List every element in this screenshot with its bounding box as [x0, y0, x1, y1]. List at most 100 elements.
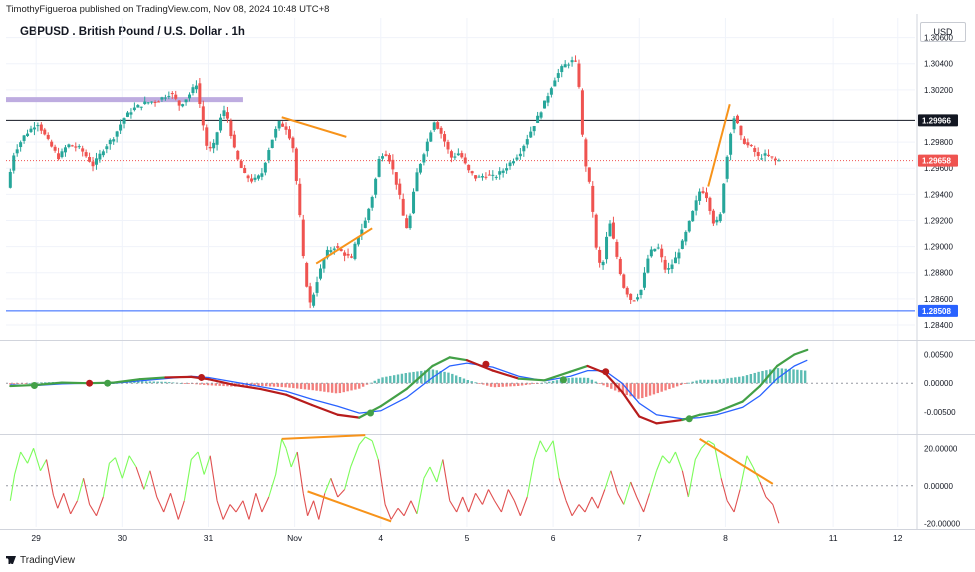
- macd-line-segment: [431, 356, 451, 368]
- macd-line-segment: [379, 387, 408, 408]
- osc-line-segment: [114, 457, 123, 479]
- macd-histogram-bar: [451, 373, 454, 384]
- candle-body: [201, 106, 205, 126]
- macd-histogram-bar: [796, 369, 799, 384]
- osc-line-segment: [128, 455, 137, 468]
- macd-cross-marker: [198, 373, 206, 381]
- macd-histogram-bar: [137, 381, 140, 384]
- osc-line-segment: [20, 451, 29, 464]
- osc-line-segment: [416, 478, 425, 514]
- candle-body: [425, 141, 429, 152]
- osc-line-segment: [324, 478, 332, 494]
- macd-histogram-bar: [164, 381, 167, 384]
- candle-body: [312, 294, 316, 306]
- osc-line-segment: [143, 470, 151, 490]
- macd-histogram-bar: [734, 377, 737, 384]
- osc-line-segment: [442, 459, 451, 501]
- candle-body: [443, 134, 447, 142]
- macd-cross-marker: [30, 381, 38, 389]
- candle-body: [698, 191, 702, 201]
- candle-body: [101, 151, 105, 156]
- candle-body: [549, 88, 553, 95]
- macd-cross-marker: [685, 415, 693, 423]
- candle-body: [260, 173, 264, 177]
- candle-body: [270, 139, 274, 149]
- price-badge: [918, 154, 958, 167]
- candle-body: [367, 208, 371, 220]
- macd-histogram-bar: [582, 377, 586, 384]
- macd-histogram-bar: [769, 369, 772, 384]
- candle-body: [525, 139, 529, 145]
- macd-histogram-bar: [695, 380, 698, 384]
- macd-histogram-bar: [509, 383, 512, 387]
- macd-histogram-bar: [431, 369, 435, 384]
- candle-body: [53, 146, 57, 151]
- candle-body: [112, 139, 116, 142]
- macd-histogram-bar: [9, 383, 12, 385]
- macd-histogram-bar: [524, 383, 528, 385]
- currency-button[interactable]: USD: [920, 22, 966, 42]
- macd-tick-label: -0.00500: [924, 408, 956, 417]
- candle-body: [498, 171, 502, 175]
- candle-body: [236, 150, 240, 160]
- candle-body: [243, 168, 247, 174]
- osc-line-segment: [268, 474, 277, 498]
- osc-line-segment: [739, 455, 748, 490]
- macd-histogram-bar: [675, 383, 679, 387]
- candle-body: [711, 210, 715, 224]
- macd-histogram-bar: [462, 378, 466, 384]
- macd-histogram-bar: [307, 383, 311, 390]
- tradingview-mark-icon: [6, 556, 16, 564]
- macd-line-segment: [586, 364, 606, 374]
- candle-body: [15, 149, 19, 154]
- macd-histogram-bar: [276, 383, 280, 387]
- candle-body: [191, 87, 195, 94]
- macd-histogram-bar: [660, 383, 663, 392]
- candle-body: [305, 263, 309, 287]
- osc-line-segment: [746, 455, 754, 468]
- osc-line-segment: [109, 457, 116, 464]
- macd-line-segment: [655, 418, 684, 425]
- macd-histogram-bar: [423, 370, 427, 384]
- osc-tick-label: -20.00000: [924, 519, 961, 528]
- candle-body: [480, 176, 484, 178]
- osc-line-segment: [462, 496, 470, 513]
- price-trendline: [707, 103, 731, 187]
- macd-cross-marker: [366, 409, 374, 417]
- osc-divergence-line: [699, 438, 774, 485]
- osc-line-segment: [565, 500, 573, 516]
- osc-line-segment: [726, 500, 735, 513]
- macd-histogram-bar: [358, 383, 361, 389]
- osc-line-segment: [63, 493, 72, 515]
- macd-histogram-bar: [140, 381, 144, 384]
- macd-cross-marker: [104, 379, 112, 387]
- macd-histogram-bar: [400, 373, 404, 384]
- macd-histogram-bar: [412, 371, 415, 384]
- macd-histogram-bar: [392, 375, 396, 384]
- osc-line-segment: [371, 440, 379, 460]
- candle-body: [377, 158, 381, 177]
- candle-body: [239, 160, 243, 168]
- osc-axis: 20.00000 0.00000 -20.00000: [924, 444, 961, 528]
- macd-histogram-bar: [513, 383, 516, 387]
- candle-body: [19, 142, 23, 148]
- osc-line-segment: [190, 451, 199, 460]
- macd-line-segment: [620, 390, 641, 418]
- candle-body: [553, 80, 557, 87]
- macd-line-segment: [758, 364, 779, 388]
- macd-histogram-bar: [749, 374, 753, 384]
- candle-body: [474, 175, 478, 179]
- osc-line-segment: [643, 493, 651, 513]
- brand-label: TradingView: [20, 555, 76, 566]
- macd-histogram-bar: [598, 383, 601, 384]
- macd-histogram-bar: [319, 383, 322, 392]
- macd-histogram-bar: [707, 379, 710, 384]
- candle-body: [756, 152, 760, 157]
- osc-line-segment: [674, 451, 683, 471]
- macd-histogram-bar: [610, 383, 613, 389]
- candle-body: [253, 177, 257, 180]
- osc-line-segment: [156, 496, 165, 513]
- macd-histogram-bar: [160, 381, 163, 384]
